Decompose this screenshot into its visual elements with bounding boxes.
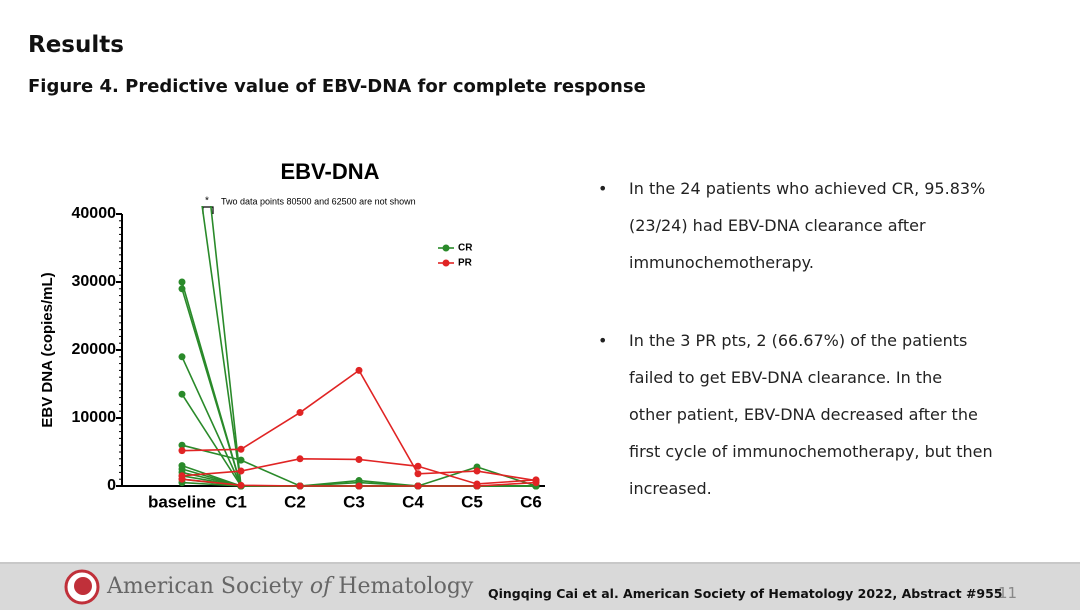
point [414, 470, 422, 478]
point [179, 58, 186, 65]
citation: Qingqing Cai et al. American Society of … [488, 586, 1003, 601]
logo [64, 569, 100, 605]
society-text: of [309, 574, 332, 599]
point [355, 477, 363, 485]
figure-caption: Figure 4. Predictive value of EBV-DNA fo… [28, 76, 646, 97]
plot-area [178, 58, 540, 490]
bullet: • In the 24 patients who achieved CR, 95.… [598, 170, 985, 281]
point [296, 409, 304, 417]
y-tick-label: 30000 [72, 273, 117, 290]
point [178, 475, 186, 483]
society-text: Hematology [331, 574, 474, 599]
point [532, 479, 540, 487]
society-name: American Society of Hematology [107, 574, 473, 599]
bullet-dot: • [598, 331, 608, 350]
x-tick-label: C3 [343, 492, 365, 511]
point [237, 467, 245, 475]
point [178, 353, 186, 361]
x-tick-label: C1 [225, 492, 247, 511]
legend-label: CR [458, 243, 473, 254]
society-text: American Society [107, 574, 310, 599]
y-tick-label: 20000 [72, 341, 117, 358]
point [178, 278, 186, 286]
y-tick-label: 0 [107, 477, 116, 494]
point [237, 456, 245, 464]
bullet: • In the 3 PR pts, 2 (66.67%) of the pati… [598, 322, 993, 507]
point [355, 455, 363, 463]
point [178, 390, 186, 398]
x-tick-label: baseline [148, 492, 216, 511]
y-tick-label: 40000 [72, 205, 117, 222]
bullet-line: immunochemotherapy. [629, 253, 814, 272]
bullet-dot: • [598, 179, 608, 198]
legend-marker [442, 244, 450, 252]
point [296, 455, 304, 463]
bullet-line: increased. [629, 479, 712, 498]
page-number: 11 [998, 584, 1018, 602]
x-tick-label: C6 [520, 492, 542, 511]
point [414, 462, 422, 470]
bullet-line: first cycle of immunochemotherapy, but t… [629, 442, 993, 461]
point [296, 482, 304, 490]
point [355, 366, 363, 374]
annotation: Two data points 80500 and 62500 are not … [221, 196, 416, 206]
point [178, 447, 186, 455]
y-axis-label: EBV DNA (copies/mL) [39, 272, 56, 427]
point [473, 467, 481, 475]
bullet-line: In the 24 patients who achieved CR, 95.8… [629, 179, 986, 198]
annotation-marker: * [205, 196, 209, 207]
bullet-line: In the 3 PR pts, 2 (66.67%) of the patie… [629, 331, 968, 350]
point [473, 482, 481, 490]
point [237, 481, 245, 489]
series-line [210, 206, 536, 487]
bullet-line: failed to get EBV-DNA clearance. In the [629, 368, 943, 387]
point [237, 445, 245, 453]
point [178, 285, 186, 293]
slide-title: Results [28, 32, 124, 58]
legend-marker [442, 259, 450, 267]
chart-title: EBV-DNA [280, 159, 379, 184]
point [414, 482, 422, 490]
point [355, 482, 363, 490]
y-tick-label: 10000 [72, 409, 117, 426]
series-line [181, 281, 536, 487]
bullet-line: (23/24) had EBV-DNA clearance after [629, 216, 926, 235]
chart: EBV-DNA EBV DNA (copies/mL) * Two data p… [39, 58, 545, 511]
footer: American Society of Hematology Qingqing … [0, 562, 1080, 610]
series-line [201, 206, 536, 487]
point [178, 441, 186, 449]
x-tick-label: C5 [461, 492, 483, 511]
x-tick-label: C4 [402, 492, 424, 511]
legend-label: PR [458, 258, 473, 269]
bullet-line: other patient, EBV-DNA decreased after t… [629, 405, 978, 424]
x-tick-label: C2 [284, 492, 306, 511]
